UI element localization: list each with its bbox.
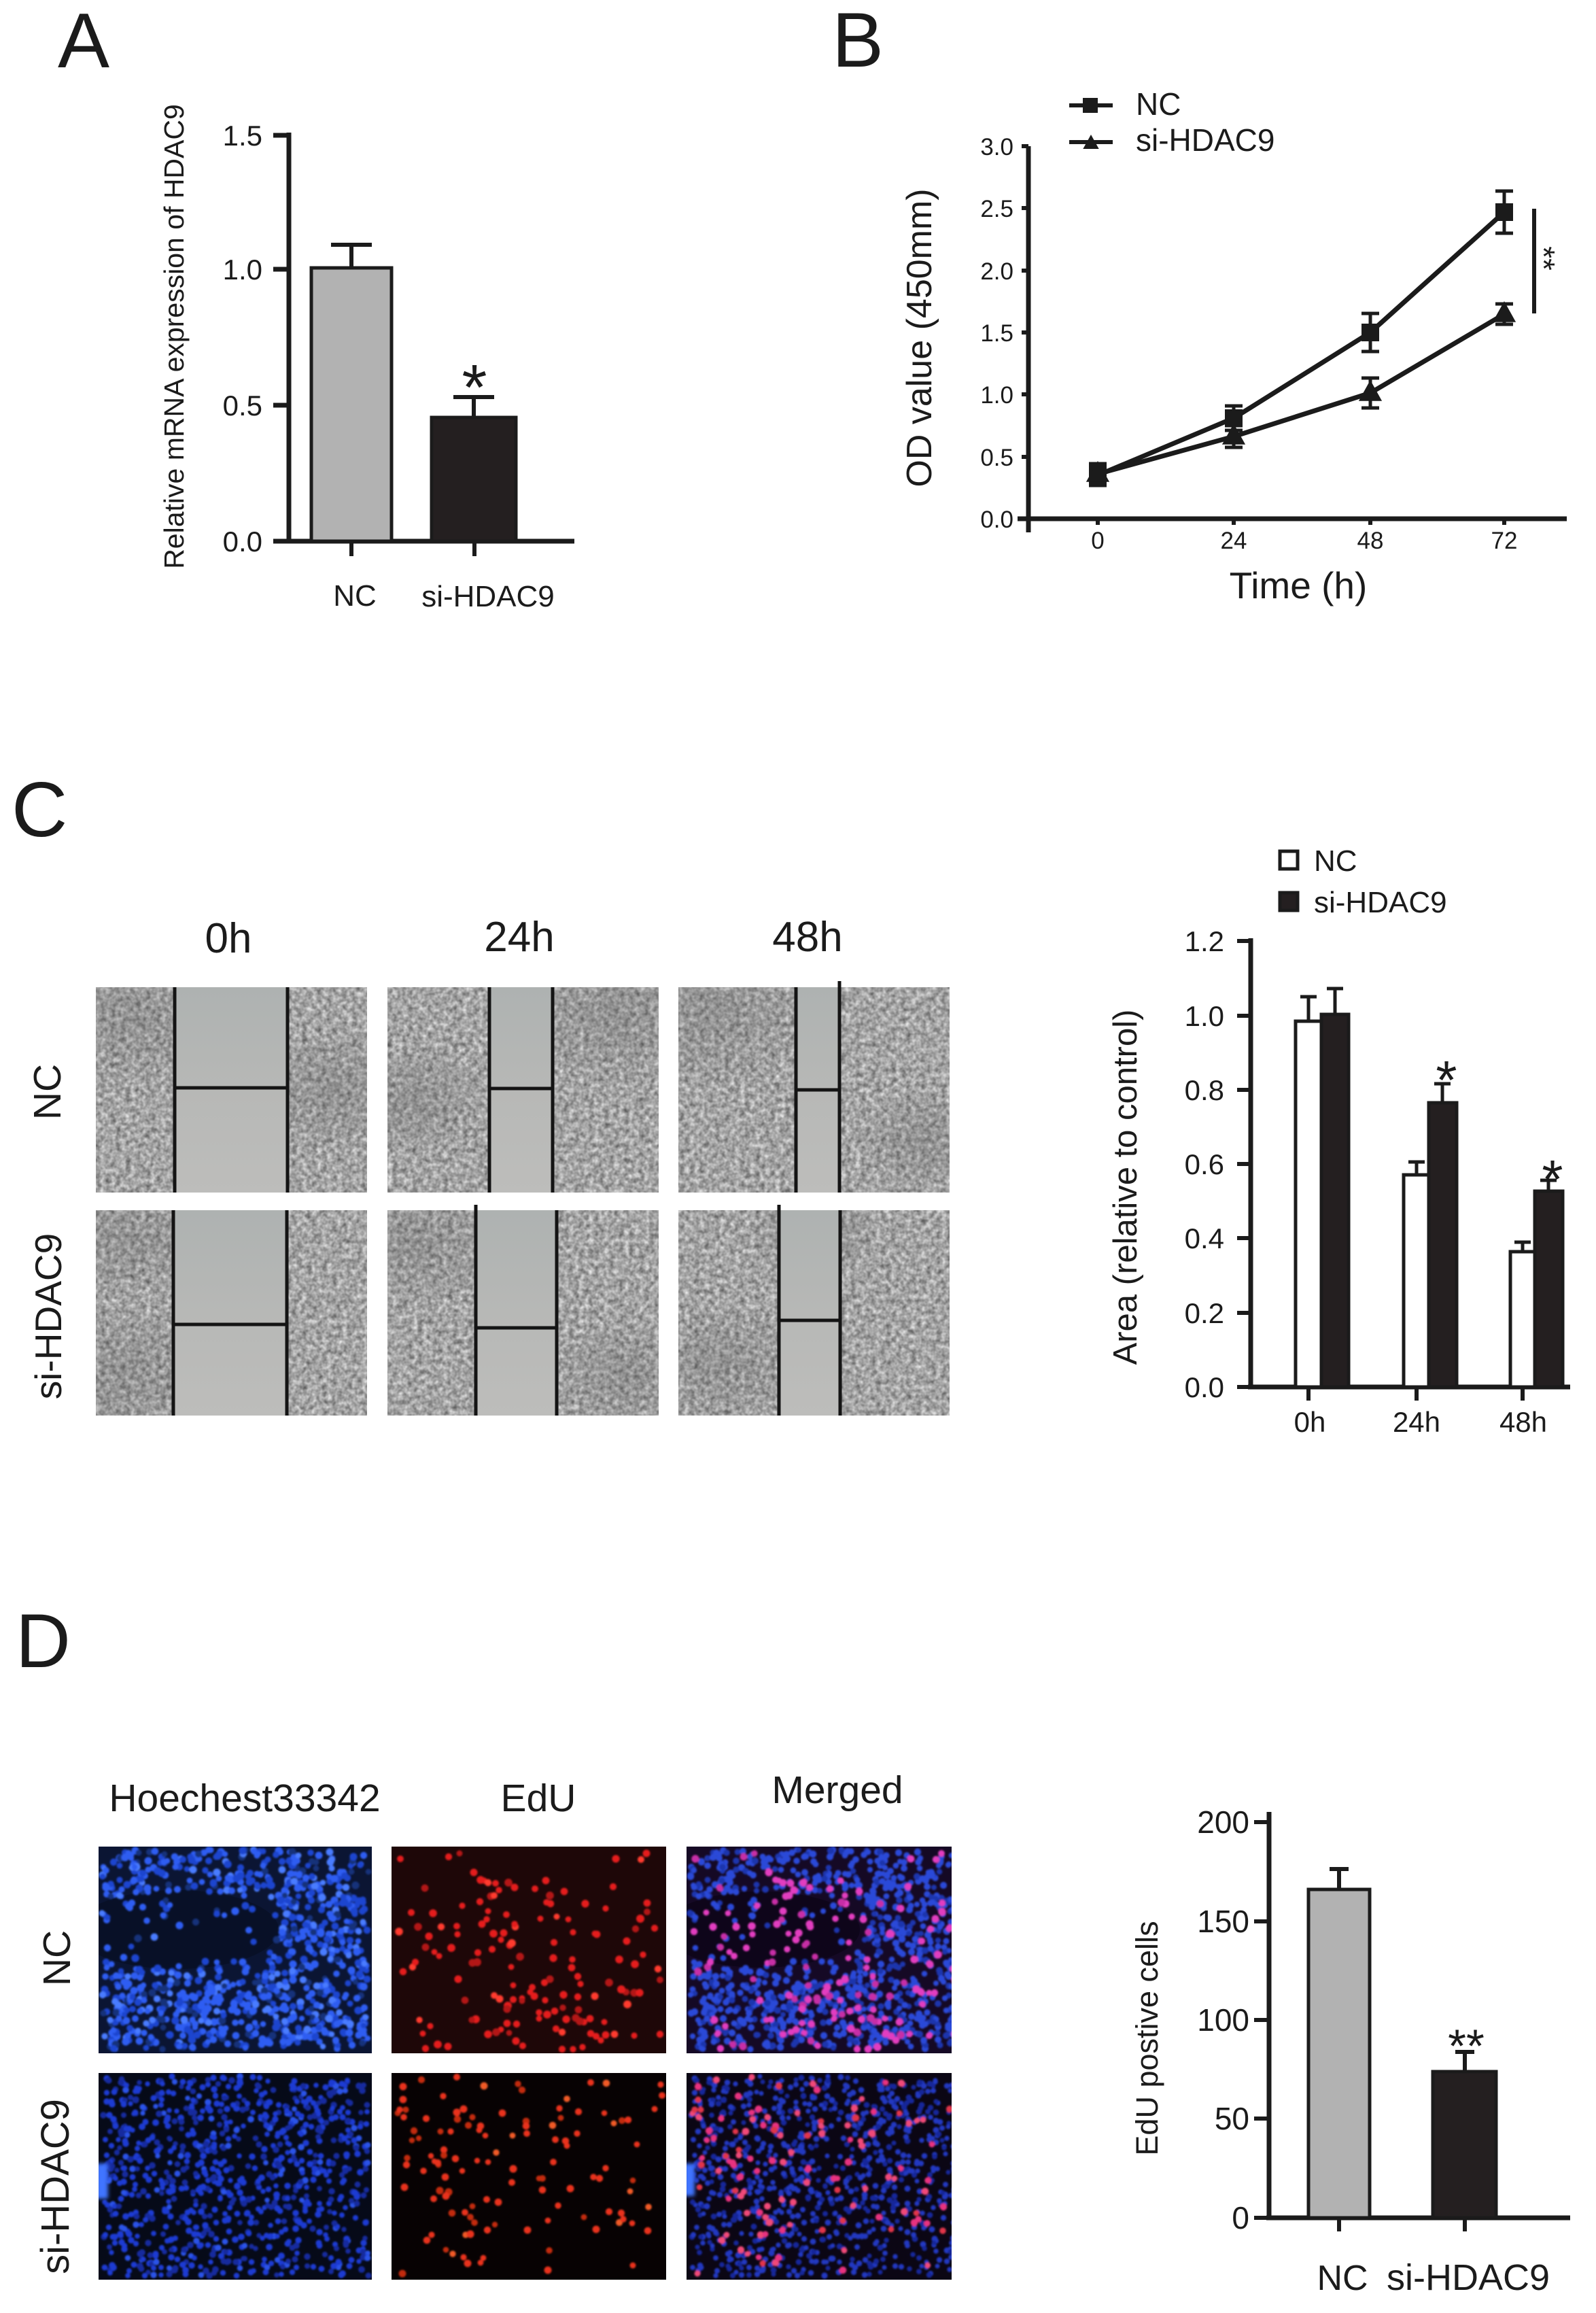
svg-text:**: ** [1448, 2020, 1485, 2072]
svg-text:1.0: 1.0 [223, 254, 262, 286]
svg-text:0.6: 0.6 [1185, 1148, 1224, 1180]
svg-text:48: 48 [1357, 528, 1384, 554]
svg-text:1.5: 1.5 [223, 120, 262, 152]
svg-text:1.0: 1.0 [1185, 1000, 1224, 1032]
svg-text:Relative mRNA expression of HD: Relative mRNA expression of HDAC9 [158, 104, 190, 569]
svg-text:**: ** [1526, 246, 1561, 271]
svg-text:100: 100 [1197, 2002, 1249, 2038]
svg-text:A: A [58, 0, 109, 84]
svg-text:si-HDAC9: si-HDAC9 [33, 2099, 77, 2274]
svg-text:0.0: 0.0 [223, 526, 262, 558]
svg-text:EdU postive cells: EdU postive cells [1130, 1921, 1164, 2155]
svg-text:OD value (450mm): OD value (450mm) [900, 188, 939, 487]
svg-text:Time (h): Time (h) [1230, 564, 1368, 606]
svg-text:0: 0 [1232, 2200, 1249, 2235]
svg-text:24h: 24h [484, 914, 554, 961]
svg-text:48h: 48h [772, 914, 842, 961]
svg-text:si-HDAC9: si-HDAC9 [1136, 122, 1274, 158]
svg-text:Area (relative to control): Area (relative to control) [1107, 1010, 1144, 1365]
svg-text:NC: NC [1136, 86, 1181, 122]
svg-text:*: * [462, 352, 487, 424]
svg-text:1.0: 1.0 [980, 382, 1013, 409]
svg-text:48h: 48h [1499, 1406, 1547, 1438]
svg-text:200: 200 [1197, 1804, 1249, 1840]
svg-text:*: * [1542, 1149, 1563, 1210]
svg-text:0.8: 0.8 [1185, 1074, 1224, 1106]
svg-text:C: C [12, 767, 67, 853]
svg-text:*: * [1436, 1050, 1457, 1110]
svg-text:Hoechest33342: Hoechest33342 [109, 1777, 380, 1820]
svg-text:si-HDAC9: si-HDAC9 [1314, 886, 1447, 919]
svg-text:Merged: Merged [771, 1768, 903, 1812]
svg-text:50: 50 [1215, 2101, 1249, 2136]
svg-text:0.2: 0.2 [1185, 1297, 1224, 1329]
svg-text:24: 24 [1221, 528, 1247, 554]
svg-text:0h: 0h [1294, 1406, 1326, 1438]
svg-text:2.5: 2.5 [980, 196, 1013, 222]
svg-text:3.0: 3.0 [980, 134, 1013, 160]
svg-text:NC: NC [333, 579, 377, 613]
svg-text:0.0: 0.0 [1185, 1371, 1224, 1403]
svg-text:1.2: 1.2 [1185, 925, 1224, 957]
svg-text:0.5: 0.5 [980, 445, 1013, 471]
svg-text:EdU: EdU [501, 1777, 576, 1820]
svg-text:72: 72 [1491, 528, 1518, 554]
svg-text:NC: NC [1314, 844, 1357, 878]
svg-text:NC: NC [35, 1930, 79, 1986]
svg-text:1.5: 1.5 [980, 320, 1013, 347]
svg-text:D: D [16, 1598, 71, 1683]
svg-text:0h: 0h [205, 915, 252, 962]
svg-text:150: 150 [1197, 1904, 1249, 1939]
svg-text:si-HDAC9: si-HDAC9 [421, 580, 555, 613]
svg-text:0.0: 0.0 [980, 507, 1013, 533]
svg-text:24h: 24h [1393, 1406, 1440, 1438]
svg-text:si-HDAC9: si-HDAC9 [27, 1233, 69, 1399]
svg-text:si-HDAC9: si-HDAC9 [1387, 2257, 1550, 2298]
svg-text:0.5: 0.5 [223, 390, 262, 422]
svg-text:NC: NC [26, 1064, 69, 1120]
svg-text:B: B [832, 0, 884, 84]
svg-text:NC: NC [1317, 2259, 1368, 2298]
svg-text:2.0: 2.0 [980, 258, 1013, 285]
svg-text:0: 0 [1091, 528, 1104, 554]
svg-text:0.4: 0.4 [1185, 1222, 1224, 1254]
